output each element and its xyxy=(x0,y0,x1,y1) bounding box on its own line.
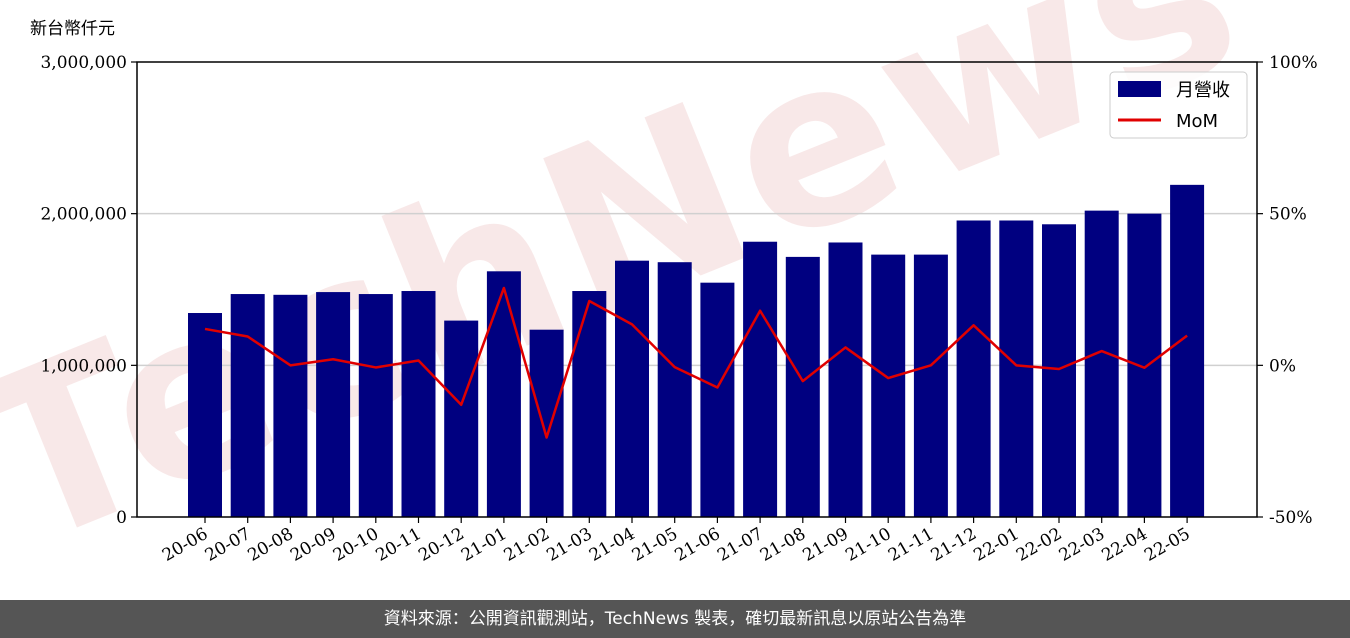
left-tick-label-1: 1,000,000 xyxy=(40,356,127,376)
bar-20-07 xyxy=(230,294,265,517)
left-tick-label-3: 3,000,000 xyxy=(40,53,127,73)
x-tick-label-20-11: 20-11 xyxy=(373,524,425,566)
bar-22-01 xyxy=(999,220,1034,517)
bar-21-08 xyxy=(785,256,820,517)
bar-22-04 xyxy=(1127,213,1162,517)
bar-20-11 xyxy=(401,291,436,517)
bar-22-02 xyxy=(1042,224,1076,518)
x-tick-label-21-05: 21-05 xyxy=(629,524,681,566)
bar-21-10 xyxy=(871,254,906,517)
x-tick-label-21-02: 21-02 xyxy=(501,524,553,566)
bar-21-11 xyxy=(913,254,948,517)
x-tick-label-20-12: 20-12 xyxy=(415,524,467,566)
x-tick-label-21-10: 21-10 xyxy=(842,524,894,566)
bar-21-04 xyxy=(615,260,649,517)
y-axis-unit-label: 新台幣仟元 xyxy=(30,19,115,39)
x-tick-label-22-02: 22-02 xyxy=(1013,524,1065,566)
bar-21-09 xyxy=(828,242,863,517)
bar-21-02 xyxy=(529,329,564,517)
x-tick-label-21-07: 21-07 xyxy=(714,524,766,566)
right-tick-label-3: 100% xyxy=(1269,53,1318,73)
left-tick-label-2: 2,000,000 xyxy=(40,205,127,225)
bar-20-08 xyxy=(273,294,308,517)
x-tick-label-22-05: 22-05 xyxy=(1141,524,1193,566)
x-tick-label-21-06: 21-06 xyxy=(671,524,723,566)
x-tick-label-22-01: 22-01 xyxy=(970,524,1022,566)
bar-21-01 xyxy=(486,271,521,517)
x-tick-label-21-12: 21-12 xyxy=(928,524,980,566)
right-tick-label-1: 0% xyxy=(1269,356,1296,376)
bar-20-09 xyxy=(316,292,351,517)
x-tick-label-20-09: 20-09 xyxy=(287,524,339,566)
legend-swatch-bar xyxy=(1118,81,1161,97)
x-tick-label-22-04: 22-04 xyxy=(1098,524,1150,566)
revenue-chart: TechNews 01,000,0002,000,0003,000,000-50… xyxy=(0,0,1318,600)
mom-line xyxy=(204,286,1188,439)
x-tick-label-20-10: 20-10 xyxy=(330,524,382,566)
x-tick-label-21-11: 21-11 xyxy=(885,524,937,566)
x-tick-label-20-08: 20-08 xyxy=(244,524,296,566)
left-tick-label-0: 0 xyxy=(116,508,127,528)
bar-21-05 xyxy=(657,262,692,517)
source-footer: 資料來源：公開資訊觀測站，TechNews 製表，確切最新訊息以原站公告為準 xyxy=(0,600,1350,638)
x-tick-label-21-04: 21-04 xyxy=(586,524,638,566)
right-tick-label-0: -50% xyxy=(1269,508,1313,528)
legend-label-mom: MoM xyxy=(1176,111,1218,132)
legend: 月營收 MoM xyxy=(1109,71,1248,139)
bar-22-03 xyxy=(1084,210,1119,517)
x-tick-label-21-08: 21-08 xyxy=(757,524,809,566)
bar-21-03 xyxy=(572,291,607,517)
x-tick-label-21-01: 21-01 xyxy=(458,524,510,566)
bar-21-12 xyxy=(956,220,991,517)
x-tick-label-21-03: 21-03 xyxy=(543,524,595,566)
bar-20-10 xyxy=(358,294,393,517)
bar-21-07 xyxy=(743,241,778,517)
bar-20-12 xyxy=(444,320,479,517)
bar-series xyxy=(188,184,1205,518)
right-tick-label-2: 50% xyxy=(1269,205,1307,225)
bar-22-05 xyxy=(1170,184,1205,517)
bar-21-06 xyxy=(700,282,735,517)
plot-frame xyxy=(136,61,1258,518)
bar-20-06 xyxy=(188,313,222,517)
x-tick-label-21-09: 21-09 xyxy=(800,524,852,566)
line-series xyxy=(204,286,1188,439)
x-tick-label-22-03: 22-03 xyxy=(1056,524,1108,566)
legend-label-revenue: 月營收 xyxy=(1176,80,1230,101)
